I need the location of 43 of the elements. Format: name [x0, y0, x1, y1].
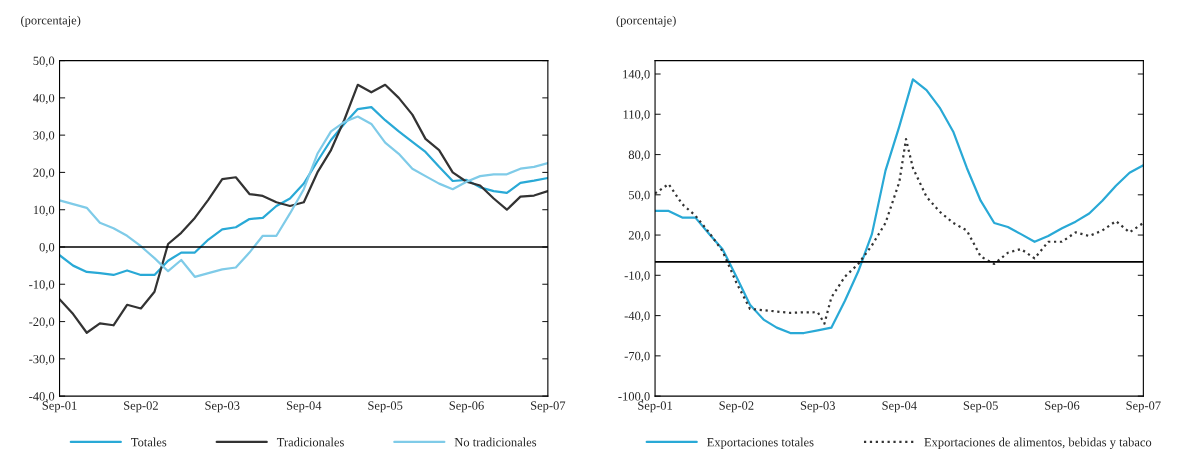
line-series: [655, 137, 1144, 325]
y-axis-title: (porcentaje): [616, 15, 676, 28]
legend-label: Totales: [131, 437, 167, 447]
x-tick-label: Sep-06: [449, 401, 484, 413]
y-tick-label: -40,0: [29, 392, 55, 403]
legend-label: Tradicionales: [276, 437, 344, 447]
x-tick-label: Sep-02: [719, 401, 754, 413]
y-tick-label: 20,0: [628, 231, 650, 242]
x-tick-label: Sep-03: [800, 401, 835, 413]
y-tick-label: 110,0: [623, 110, 650, 121]
y-tick-label: -40,0: [624, 311, 650, 322]
y-tick-label: -10,0: [29, 280, 55, 291]
x-tick-label: Sep-02: [124, 401, 158, 413]
y-tick-label: 30,0: [33, 131, 55, 142]
y-tick-label: 50,0: [629, 190, 650, 202]
y-tick-label: 80,0: [628, 150, 650, 161]
x-tick-label: Sep-01: [638, 401, 673, 413]
x-tick-label: Sep-03: [205, 401, 240, 413]
x-tick-label: Sep-05: [368, 401, 403, 413]
x-tick-label: Sep-07: [530, 401, 566, 413]
x-tick-label: Sep-05: [963, 401, 998, 413]
x-tick-label: Sep-07: [1126, 401, 1161, 413]
x-tick-label: Sep-04: [882, 401, 917, 413]
y-tick-label: -10,0: [624, 271, 650, 282]
x-tick-label: Sep-01: [42, 401, 77, 413]
y-tick-label: 40,0: [33, 93, 55, 105]
y-tick-label: 20,0: [33, 168, 55, 179]
y-tick-label: 0,0: [39, 243, 55, 254]
y-tick-label: -100,0: [618, 392, 650, 403]
y-tick-label: 140,0: [623, 70, 650, 81]
legend-label: Exportaciones totales: [707, 437, 814, 449]
y-tick-label: -70,0: [624, 351, 650, 363]
y-axis-title: (porcentaje): [21, 15, 81, 28]
y-tick-label: 10,0: [33, 205, 55, 216]
y-tick-label: -30,0: [29, 354, 55, 366]
legend-label: No tradicionales: [454, 437, 537, 447]
x-tick-label: Sep-06: [1045, 401, 1080, 413]
line-series: [655, 78, 1144, 335]
y-tick-label: -20,0: [29, 317, 55, 328]
x-tick-label: Sep-04: [286, 401, 322, 413]
line-series: [59, 83, 548, 334]
y-tick-label: 50,0: [33, 56, 55, 67]
legend-label: Exportaciones de alimentos, bebidas y tabaco: [924, 437, 1152, 449]
